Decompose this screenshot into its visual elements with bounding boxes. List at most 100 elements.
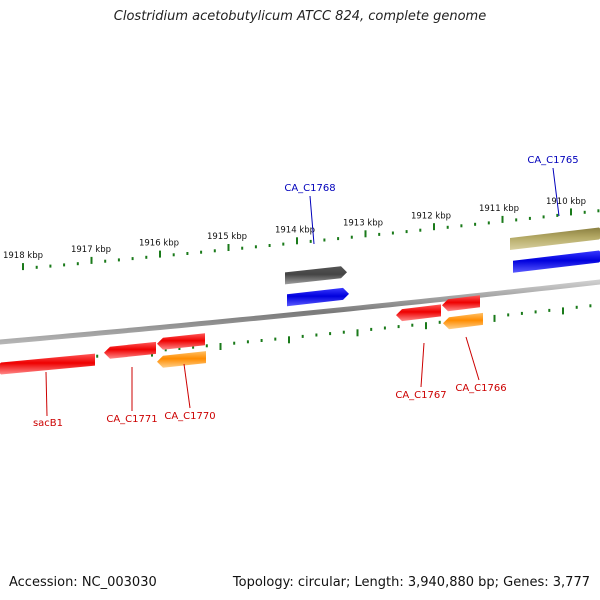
major-tick <box>356 329 359 337</box>
gene-label: CA_C1765 <box>527 155 578 166</box>
leader-line <box>45 371 48 417</box>
gene-arrow <box>157 351 206 368</box>
gene-arrow <box>0 353 95 375</box>
minor-tick <box>534 310 537 314</box>
major-tick <box>227 244 230 251</box>
minor-tick <box>411 323 414 327</box>
minor-tick <box>254 245 257 249</box>
gene-label: CA_C1768 <box>284 183 335 194</box>
major-tick <box>501 215 504 223</box>
minor-tick <box>35 265 38 269</box>
minor-tick <box>49 264 52 268</box>
leader-line <box>309 195 315 245</box>
minor-tick <box>164 348 167 352</box>
ruler-label: 1911 kbp <box>479 204 519 214</box>
minor-tick <box>583 210 586 214</box>
ruler-labels: 1918 kbp 1917 kbp 1916 kbp 1915 kbp 1914 kbp… <box>3 197 586 261</box>
minor-tick <box>438 320 441 324</box>
minor-tick <box>528 216 531 220</box>
minor-tick <box>507 313 510 317</box>
ruler-label: 1913 kbp <box>343 219 383 229</box>
gene-arrow <box>104 341 156 359</box>
genome-summary-text: Topology: circular; Length: 3,940,880 bp… <box>232 575 590 590</box>
ruler-label: 1918 kbp <box>3 251 43 261</box>
minor-tick <box>446 225 449 229</box>
minor-tick <box>301 334 304 338</box>
minor-tick <box>391 231 394 235</box>
minor-tick <box>370 327 373 331</box>
minor-tick <box>405 230 408 234</box>
major-tick <box>562 307 564 315</box>
major-tick <box>425 322 427 330</box>
minor-tick <box>397 325 400 329</box>
gene-labels: sacB1 CA_C1771 CA_C1770 CA_C1768 CA_C1767 CA_… <box>33 155 579 429</box>
major-tick <box>219 343 222 350</box>
minor-tick <box>350 235 353 239</box>
major-tick <box>90 256 93 264</box>
minor-tick <box>76 262 79 266</box>
minor-tick <box>186 252 189 255</box>
minor-tick <box>337 237 340 241</box>
minor-tick <box>145 255 148 259</box>
minor-tick <box>419 228 422 232</box>
leader-line <box>465 336 480 381</box>
ruler-label: 1914 kbp <box>275 225 315 235</box>
major-tick <box>493 314 496 322</box>
major-tick <box>296 237 298 245</box>
minor-tick <box>260 339 263 342</box>
leader-line <box>420 342 425 388</box>
minor-tick <box>192 345 195 349</box>
ruler-label: 1917 kbp <box>71 245 111 255</box>
minor-tick <box>200 250 203 254</box>
outer-tick-ruler <box>22 208 600 271</box>
minor-tick <box>233 341 236 345</box>
major-tick <box>433 223 435 231</box>
gene-arrow <box>157 333 205 350</box>
gene-label: sacB1 <box>33 418 63 429</box>
minor-tick <box>96 354 99 358</box>
minor-tick <box>575 305 578 309</box>
minor-tick <box>487 221 490 225</box>
minor-tick <box>178 347 181 350</box>
minor-tick <box>205 344 208 348</box>
minor-tick <box>460 224 463 228</box>
ruler-label: 1912 kbp <box>411 211 451 221</box>
minor-tick <box>131 257 134 261</box>
minor-tick <box>117 258 120 262</box>
accession-text: Accession: NC_003030 <box>9 575 157 590</box>
minor-tick <box>597 209 600 213</box>
gene-features <box>0 227 600 375</box>
minor-tick <box>520 311 523 315</box>
minor-tick <box>274 337 277 341</box>
minor-tick <box>315 333 318 337</box>
gene-label: CA_C1771 <box>106 414 157 425</box>
minor-tick <box>589 304 592 308</box>
minor-tick <box>556 213 559 217</box>
minor-tick <box>172 253 175 257</box>
gene-label: CA_C1766 <box>455 383 506 394</box>
minor-tick <box>241 246 244 250</box>
minor-tick <box>383 326 386 330</box>
minor-tick <box>474 222 477 226</box>
leader-line <box>183 363 191 409</box>
minor-tick <box>104 259 107 263</box>
gene-arrow <box>510 227 600 250</box>
minor-tick <box>515 218 518 222</box>
minor-tick <box>282 242 285 246</box>
major-tick <box>159 250 161 258</box>
minor-tick <box>542 215 545 219</box>
ruler-label: 1910 kbp <box>546 197 586 207</box>
ruler-label: 1915 kbp <box>207 232 247 242</box>
minor-tick <box>246 340 249 344</box>
major-tick <box>570 208 572 216</box>
leader-line <box>552 167 560 217</box>
minor-tick <box>213 249 216 253</box>
minor-tick <box>378 232 381 236</box>
genome-backbone <box>0 279 600 345</box>
gene-arrow <box>287 287 349 307</box>
major-tick <box>364 230 367 238</box>
major-tick <box>288 336 290 344</box>
gene-arrow <box>396 304 441 322</box>
minor-tick <box>63 263 66 267</box>
